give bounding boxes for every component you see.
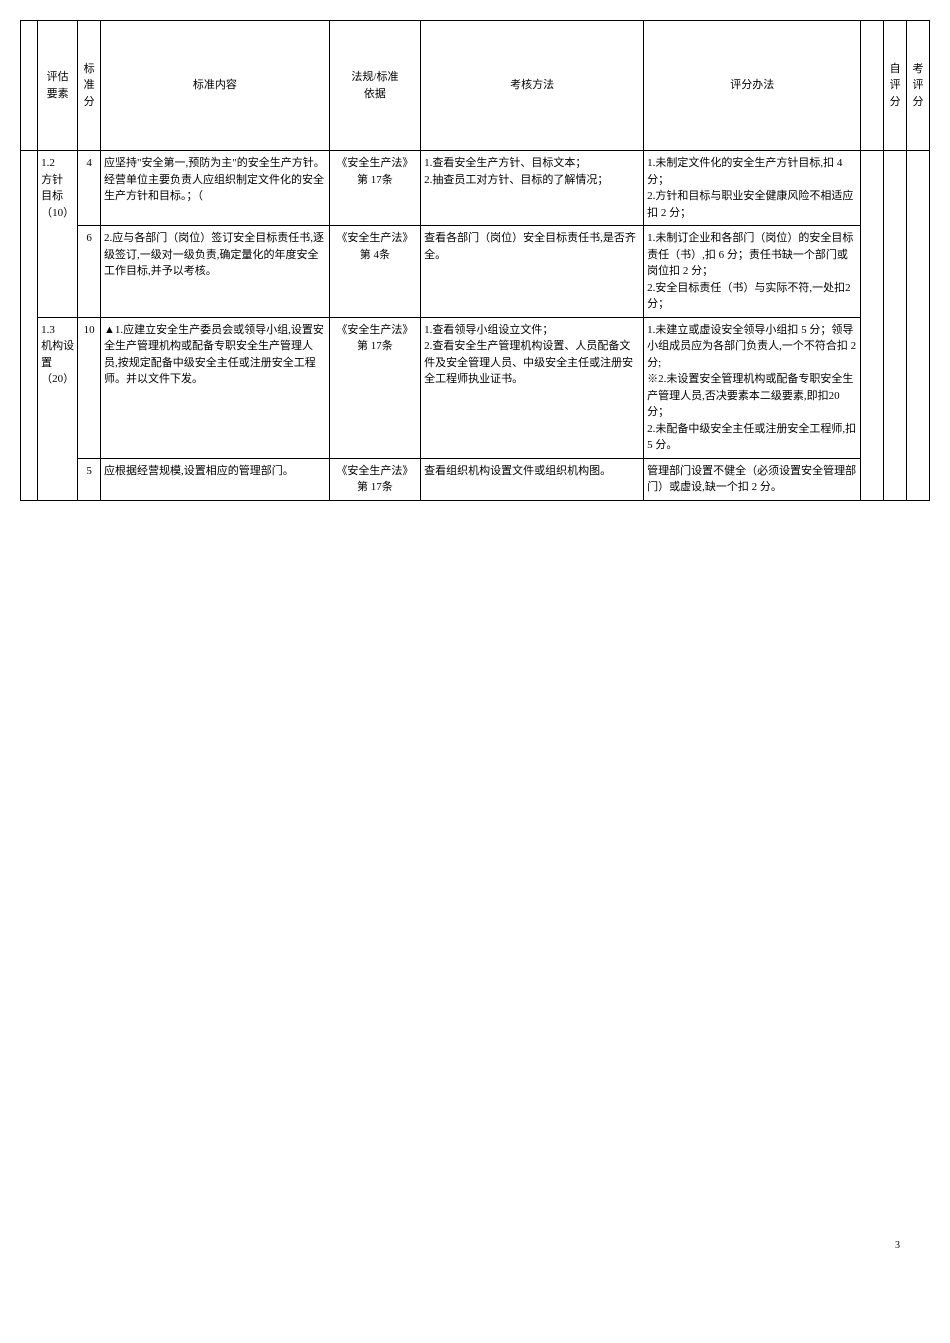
header-method: 考核方法 (421, 21, 644, 151)
header-factor: 评估要素 (38, 21, 78, 151)
table-row: 1.2 方针 目标 （10） 4 应坚持"安全第一,预防为主"的安全生产方针。经… (21, 151, 930, 226)
header-blank2 (861, 21, 884, 151)
cell-score-4: 5 (78, 458, 101, 500)
header-scoring-text: 评分办法 (730, 79, 774, 91)
assessment-table: 评估要素 标准分 标准内容 法规/标准 依据 考核方法 评分办法 自评分 考评 (20, 20, 930, 501)
header-eval: 考评分 (907, 21, 930, 151)
cell-eval-merged (907, 151, 930, 501)
page-number: 3 (895, 1240, 900, 1251)
header-basis-text: 法规/标准 依据 (351, 71, 398, 100)
cell-basis-2: 《安全生产法》第 4条 (329, 226, 420, 318)
table-row: 1.3 机构设置 （20） 10 ▲1.应建立安全生产委员会或领导小组,设置安全… (21, 317, 930, 458)
header-basis: 法规/标准 依据 (329, 21, 420, 151)
cell-score-3: 10 (78, 317, 101, 458)
cell-content-4: 应根据经营规模,设置相应的管理部门。 (101, 458, 330, 500)
header-self: 自评分 (884, 21, 907, 151)
header-self-text: 自评分 (890, 63, 901, 108)
cell-scoring-4: 管理部门设置不健全（必须设置安全管理部门）或虚设,缺一个扣 2 分。 (644, 458, 861, 500)
cell-blank-merged (21, 151, 38, 501)
cell-factor-3: 1.3 机构设置 （20） (38, 317, 78, 500)
cell-content-1: 应坚持"安全第一,预防为主"的安全生产方针。经营单位主要负责人应组织制定文件化的… (101, 151, 330, 226)
cell-scoring-1: 1.未制定文件化的安全生产方针目标,扣 4分； 2.方针和目标与职业安全健康风险… (644, 151, 861, 226)
cell-blank2-merged (861, 151, 884, 501)
cell-method-3: 1.查看领导小组设立文件； 2.查看安全生产管理机构设置、人员配备文件及安全管理… (421, 317, 644, 458)
table-row: 5 应根据经营规模,设置相应的管理部门。 《安全生产法》第 17条 查看组织机构… (21, 458, 930, 500)
header-blank1 (21, 21, 38, 151)
table-header-row: 评估要素 标准分 标准内容 法规/标准 依据 考核方法 评分办法 自评分 考评 (21, 21, 930, 151)
cell-basis-3: 《安全生产法》第 17条 (329, 317, 420, 458)
table-row: 6 2.应与各部门（岗位）签订安全目标责任书,逐级签订,一级对一级负责,确定量化… (21, 226, 930, 318)
header-eval-text: 考评分 (913, 63, 924, 108)
cell-score-2: 6 (78, 226, 101, 318)
cell-content-2: 2.应与各部门（岗位）签订安全目标责任书,逐级签订,一级对一级负责,确定量化的年… (101, 226, 330, 318)
cell-basis-1: 《安全生产法》第 17条 (329, 151, 420, 226)
assessment-table-container: 评估要素 标准分 标准内容 法规/标准 依据 考核方法 评分办法 自评分 考评 (20, 20, 930, 501)
header-method-text: 考核方法 (510, 79, 554, 91)
cell-basis-4: 《安全生产法》第 17条 (329, 458, 420, 500)
cell-method-1: 1.查看安全生产方针、目标文本； 2.抽查员工对方针、目标的了解情况； (421, 151, 644, 226)
header-score-text: 标准分 (84, 63, 95, 108)
header-factor-text: 评估要素 (47, 71, 69, 100)
cell-method-4: 查看组织机构设置文件或组织机构图。 (421, 458, 644, 500)
cell-factor-1: 1.2 方针 目标 （10） (38, 151, 78, 318)
header-scoring: 评分办法 (644, 21, 861, 151)
cell-scoring-3: 1.未建立或虚设安全领导小组扣 5 分；领导小组成员应为各部门负责人,一个不符合… (644, 317, 861, 458)
cell-content-3: ▲1.应建立安全生产委员会或领导小组,设置安全生产管理机构或配备专职安全生产管理… (101, 317, 330, 458)
cell-self-merged (884, 151, 907, 501)
cell-score-1: 4 (78, 151, 101, 226)
cell-method-2: 查看各部门（岗位）安全目标责任书,是否齐全。 (421, 226, 644, 318)
header-content: 标准内容 (101, 21, 330, 151)
header-score: 标准分 (78, 21, 101, 151)
cell-scoring-2: 1.未制订企业和各部门（岗位）的安全目标责任（书）,扣 6 分；责任书缺一个部门… (644, 226, 861, 318)
header-content-text: 标准内容 (193, 79, 237, 91)
